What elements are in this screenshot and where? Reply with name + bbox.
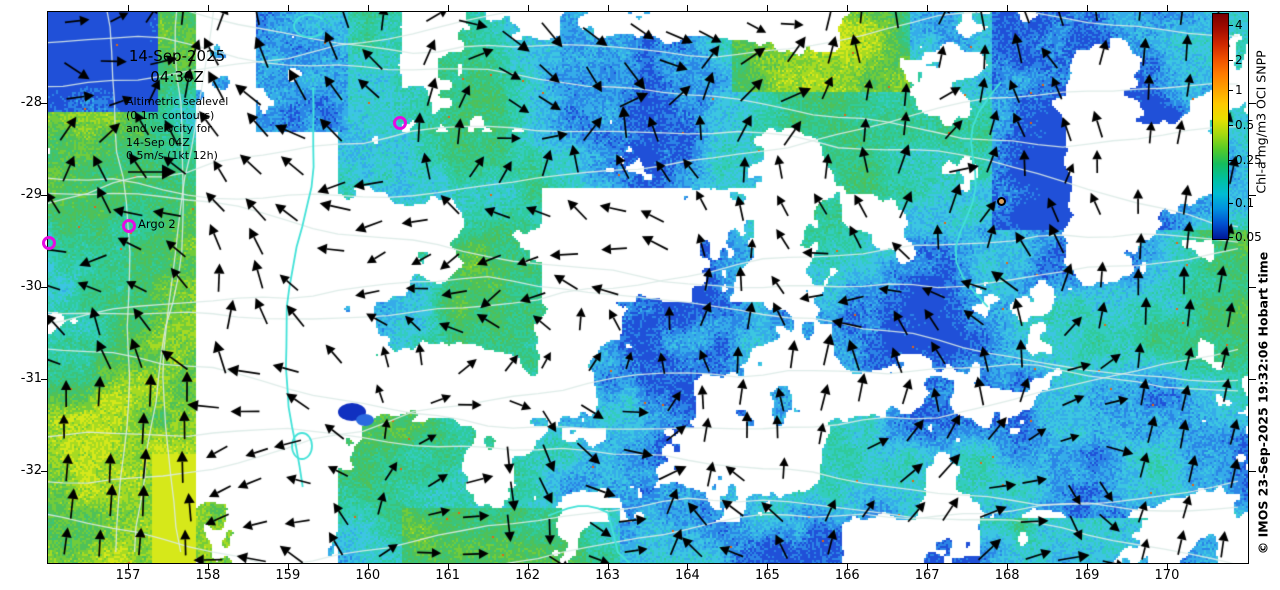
x-axis-tick-top [1007, 5, 1009, 12]
x-axis-tick [207, 563, 209, 570]
y-axis-tick [41, 471, 48, 472]
y-axis-tick-right [1249, 287, 1256, 288]
x-tick-label: 169 [1074, 568, 1100, 583]
x-axis-tick [447, 563, 449, 570]
x-axis-tick [767, 563, 769, 570]
x-tick-label: 162 [515, 568, 540, 583]
colorbar-tick [1228, 60, 1233, 62]
colorbar-tick [1228, 125, 1233, 127]
x-tick-label: 164 [675, 568, 700, 583]
x-axis-tick-top [367, 5, 369, 12]
chl-raster-layer [48, 12, 1248, 563]
x-tick-label: 170 [1154, 568, 1180, 583]
x-axis-tick [1007, 563, 1009, 570]
map-description: Altimetric sealevel (0.1m contours) and ve… [118, 95, 236, 163]
description-line: (0.1m contours) [126, 108, 215, 122]
x-axis-tick-top [527, 5, 529, 12]
x-axis-tick-top [207, 5, 209, 12]
y-axis-tick [41, 103, 48, 104]
y-axis-tick [41, 195, 48, 196]
y-axis-tick [41, 379, 48, 380]
x-tick-label: 168 [994, 568, 1020, 583]
title-block: 14-Sep-2025 04:30Z Altimetric sealevel (0… [118, 47, 236, 163]
x-axis-tick [927, 563, 929, 570]
x-axis-tick-top [128, 5, 129, 12]
description-line: and velocity for [126, 122, 212, 135]
x-tick-label: 166 [834, 568, 860, 583]
x-axis-tick [367, 563, 369, 570]
x-axis-tick-top [687, 5, 689, 12]
x-axis-tick-top [927, 5, 929, 12]
colorbar-tick-label: 0.5 [1235, 118, 1255, 133]
y-tick-label: -28 [20, 95, 42, 110]
x-axis-tick [1166, 563, 1168, 570]
map-plot-area [47, 11, 1249, 564]
description-line: Altimetric sealevel [126, 95, 229, 108]
x-axis-tick [527, 563, 529, 570]
y-axis-tick-right [1249, 471, 1256, 472]
x-tick-label: 157 [115, 568, 141, 583]
x-axis-tick-top [767, 5, 769, 12]
x-axis-tick [687, 563, 689, 570]
argo-float-marker [42, 236, 56, 250]
colorbar-tick [1228, 24, 1233, 26]
y-axis-tick [41, 287, 48, 288]
map-time: 04:30Z [150, 68, 204, 86]
y-tick-label: -29 [20, 187, 42, 202]
colorbar-tick [1228, 89, 1233, 91]
x-tick-label: 160 [355, 568, 381, 583]
x-tick-label: 165 [754, 568, 780, 583]
y-tick-label: -31 [20, 371, 42, 386]
colorbar-tick [1228, 202, 1233, 204]
argo-float-marker [393, 116, 407, 130]
x-axis-tick-top [1087, 5, 1089, 12]
map-date: 14-Sep-2025 [128, 47, 226, 65]
argo-float-label: Argo 2 [138, 217, 176, 231]
x-axis-tick [287, 563, 289, 570]
drifter-marker [997, 197, 1006, 206]
colorbar-tick-label: 0.1 [1235, 195, 1255, 210]
colorbar-tick [1228, 159, 1233, 161]
y-tick-label: -30 [20, 279, 42, 294]
x-axis-tick [607, 563, 609, 570]
x-axis-tick-top [847, 5, 849, 12]
x-tick-label: 167 [914, 568, 940, 583]
x-tick-label: 161 [435, 568, 461, 583]
description-line: 14-Sep 04Z [126, 135, 190, 149]
credit-text: © IMOS 23-Sep-2025 19:32:06 Hobart time [1255, 251, 1271, 555]
y-axis-tick-right [1249, 195, 1256, 196]
colorbar-tick-label: 1 [1235, 82, 1243, 97]
argo-float-marker [122, 219, 136, 233]
y-axis-tick-right [1249, 379, 1256, 380]
colorbar-tick [1228, 237, 1233, 239]
x-axis-tick-top [287, 5, 289, 12]
x-axis-tick-top [1166, 5, 1168, 12]
description-line: 0.5m/s (1kt 12h) [126, 149, 218, 162]
x-axis-tick [1087, 563, 1089, 570]
x-axis-tick [847, 563, 849, 570]
colorbar-tick-label: 4 [1235, 17, 1243, 32]
colorbar-gradient [1212, 13, 1229, 240]
colorbar-tick-label: 2 [1235, 53, 1243, 68]
y-axis-tick-right [1249, 103, 1256, 104]
x-axis-tick-top [607, 5, 609, 12]
x-tick-label: 163 [595, 568, 620, 583]
colorbar-tick-label: 0.25 [1235, 152, 1262, 167]
x-axis-tick-top [447, 5, 449, 12]
y-tick-label: -32 [20, 463, 42, 478]
x-axis-tick [128, 563, 129, 570]
x-tick-label: 158 [195, 568, 221, 583]
colorbar-tick-label: 0.05 [1235, 230, 1262, 245]
x-tick-label: 159 [275, 568, 301, 583]
